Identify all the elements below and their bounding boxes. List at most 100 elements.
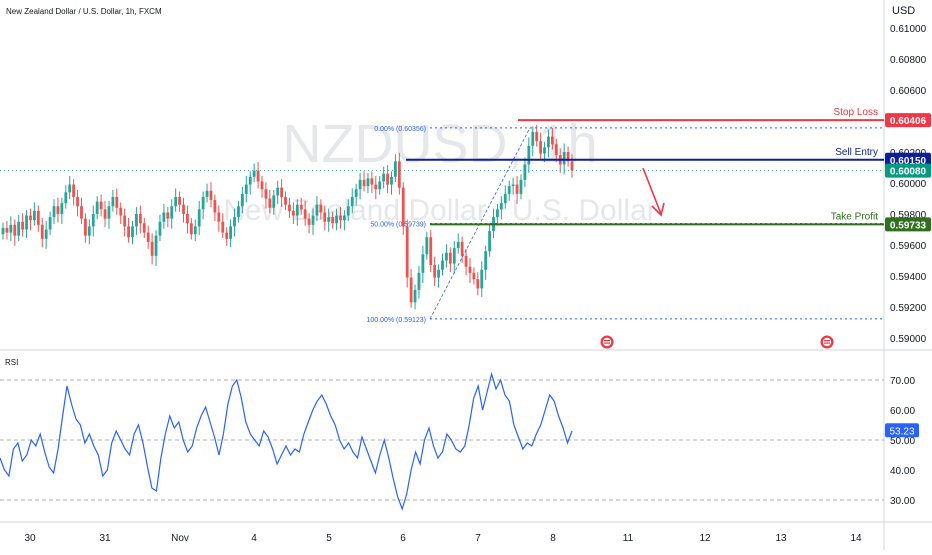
candle-body bbox=[468, 266, 472, 273]
candle-body bbox=[476, 279, 480, 289]
candle-body bbox=[193, 226, 197, 235]
candle-body bbox=[382, 173, 386, 182]
candle-body bbox=[209, 190, 213, 201]
time-tick-label: 4 bbox=[251, 533, 257, 544]
candle-body bbox=[166, 212, 170, 219]
candle-body bbox=[397, 161, 401, 188]
candle-body bbox=[531, 131, 535, 146]
candle-body bbox=[13, 224, 17, 236]
candle-body bbox=[448, 252, 452, 264]
candle-body bbox=[111, 196, 115, 207]
sell_entry-price-tag[interactable] bbox=[885, 152, 931, 167]
candle-body bbox=[291, 210, 295, 216]
time-tick-label: 7 bbox=[475, 533, 481, 544]
candle-body bbox=[366, 178, 370, 187]
candle-body bbox=[390, 176, 393, 185]
take_profit-price-tag[interactable] bbox=[885, 217, 931, 232]
candle-body bbox=[186, 214, 189, 224]
sell_entry-label: Sell Entry bbox=[835, 147, 878, 158]
time-tick-label: 14 bbox=[850, 533, 862, 544]
candle-body bbox=[201, 196, 205, 210]
candle-body bbox=[52, 206, 56, 218]
candle-body bbox=[170, 206, 174, 219]
candle-body bbox=[40, 224, 44, 239]
candle-body bbox=[343, 215, 346, 221]
time-tick-label: 8 bbox=[550, 533, 556, 544]
sell-arrow-icon bbox=[642, 167, 665, 217]
stop_loss-label: Stop Loss bbox=[834, 107, 878, 118]
candle-body bbox=[452, 248, 456, 264]
candle-body bbox=[229, 226, 232, 239]
stop_loss-price-tag[interactable] bbox=[885, 113, 931, 128]
candle-body bbox=[103, 209, 107, 219]
candle-body bbox=[162, 212, 166, 222]
candle-body bbox=[484, 251, 488, 270]
fib-level-label: 50.00% (0.59739) bbox=[370, 221, 426, 228]
time-tick-label: 31 bbox=[99, 533, 111, 544]
candle-body bbox=[374, 184, 378, 190]
time-tick-label: 13 bbox=[775, 533, 787, 544]
candle-body bbox=[511, 184, 515, 187]
candle-body bbox=[401, 187, 405, 227]
candle-body bbox=[437, 269, 440, 278]
candle-body bbox=[323, 212, 327, 222]
time-tick-label: 5 bbox=[326, 533, 332, 544]
candle-body bbox=[154, 235, 158, 256]
candle-body bbox=[315, 204, 319, 216]
candle-body bbox=[527, 145, 531, 165]
candle-body bbox=[21, 221, 25, 230]
candle-body bbox=[123, 215, 127, 227]
candle-body bbox=[174, 196, 178, 207]
candle-body bbox=[433, 265, 437, 278]
stop_loss-price-value: 0.60406 bbox=[890, 116, 927, 127]
price-tick-label: 0.59600 bbox=[890, 241, 927, 252]
price-tick-label: 0.60600 bbox=[890, 86, 927, 97]
candle-body bbox=[48, 217, 52, 230]
us-event-icon[interactable] bbox=[820, 335, 834, 349]
candle-body bbox=[87, 226, 91, 236]
current-price-tag[interactable] bbox=[885, 163, 931, 178]
candle-body bbox=[276, 187, 280, 196]
candle-body bbox=[523, 164, 527, 180]
rsi-tick-label: 30.00 bbox=[890, 496, 915, 507]
rsi-tick-label: 50.00 bbox=[890, 436, 915, 447]
candle-body bbox=[36, 210, 40, 225]
candle-body bbox=[5, 227, 9, 233]
candle-body bbox=[17, 221, 21, 236]
candle-body bbox=[189, 223, 193, 235]
candle-body bbox=[158, 221, 162, 236]
candle-body bbox=[99, 201, 103, 210]
candle-body bbox=[362, 179, 366, 187]
candle-body bbox=[107, 206, 111, 219]
candle-body bbox=[499, 203, 503, 210]
candle-body bbox=[456, 241, 460, 249]
candle-body bbox=[299, 204, 303, 210]
candle-body bbox=[554, 144, 558, 156]
candle-body bbox=[64, 192, 68, 204]
time-tick-label: Nov bbox=[171, 533, 189, 544]
candle-body bbox=[335, 215, 338, 224]
price-tick-label: 0.59400 bbox=[890, 272, 927, 283]
price-tick-label: 0.60800 bbox=[890, 55, 927, 66]
candle-body bbox=[346, 206, 350, 216]
candle-body bbox=[119, 207, 123, 216]
take_profit-label: Take Profit bbox=[831, 211, 878, 222]
candle-body bbox=[378, 181, 382, 190]
candle-body bbox=[76, 196, 79, 207]
rsi-value-tag bbox=[885, 423, 919, 438]
us-event-icon[interactable] bbox=[600, 335, 614, 349]
candle-body bbox=[562, 152, 566, 165]
candle-body bbox=[535, 131, 539, 142]
price-tick-label: 0.59800 bbox=[890, 210, 927, 221]
candle-body bbox=[25, 215, 28, 230]
fib-level-label: 100.00% (0.59123) bbox=[366, 317, 426, 324]
trade-levels[interactable]: Stop Loss 0.60406 Sell Entry 0.60150 Take Pr… bbox=[406, 107, 931, 232]
candle-body bbox=[127, 226, 130, 238]
candle-body bbox=[1, 227, 5, 235]
current-price-value: 0.60080 bbox=[890, 167, 927, 178]
price-tick-label: 0.59000 bbox=[890, 334, 927, 345]
candle-body bbox=[550, 136, 554, 145]
candle-body bbox=[146, 232, 150, 242]
candle-body bbox=[221, 221, 225, 233]
